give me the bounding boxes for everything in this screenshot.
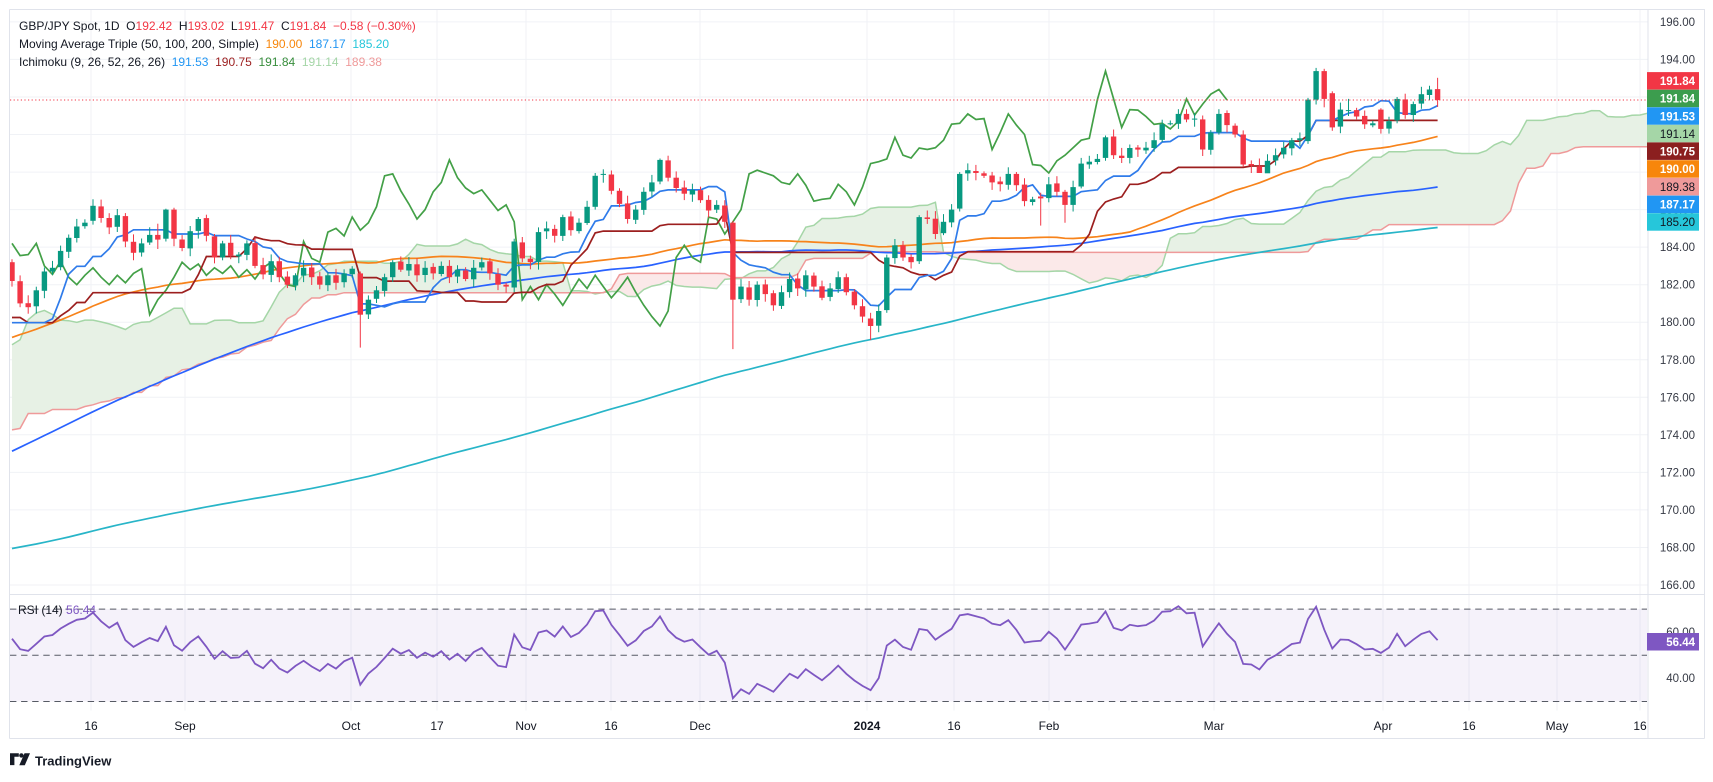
svg-text:187.17: 187.17 [1660,200,1695,212]
svg-text:Sep: Sep [174,719,196,733]
svg-text:190.75: 190.75 [1660,146,1696,158]
svg-text:191.53: 191.53 [1660,111,1695,123]
svg-text:Apr: Apr [1374,719,1393,733]
svg-text:Ichimoku (9, 26, 52, 26, 26): Ichimoku (9, 26, 52, 26, 26) 191.53 190.… [19,55,382,69]
svg-text:196.00: 196.00 [1660,17,1695,29]
svg-text:194.00: 194.00 [1660,54,1695,66]
svg-text:TradingView: TradingView [35,754,112,769]
svg-text:56.44: 56.44 [1666,637,1695,649]
svg-text:RSI (14) 56.44: RSI (14) 56.44 [18,603,96,617]
svg-text:178.00: 178.00 [1660,355,1695,367]
svg-text:Moving Average Triple (50, 100: Moving Average Triple (50, 100, 200, Sim… [19,37,389,51]
svg-text:191.84: 191.84 [1660,76,1696,88]
svg-text:190.00: 190.00 [1660,164,1695,176]
svg-text:16: 16 [84,719,98,733]
svg-text:2024: 2024 [854,719,881,733]
svg-text:Dec: Dec [689,719,710,733]
svg-text:40.00: 40.00 [1666,673,1695,685]
svg-text:185.20: 185.20 [1660,217,1695,229]
svg-text:174.00: 174.00 [1660,430,1695,442]
svg-text:Feb: Feb [1039,719,1060,733]
svg-text:184.00: 184.00 [1660,242,1695,254]
svg-text:189.38: 189.38 [1660,182,1695,194]
svg-text:176.00: 176.00 [1660,392,1695,404]
svg-text:16: 16 [947,719,961,733]
svg-text:180.00: 180.00 [1660,317,1695,329]
svg-text:Mar: Mar [1204,719,1225,733]
svg-text:16: 16 [1462,719,1476,733]
svg-text:168.00: 168.00 [1660,543,1695,555]
svg-text:Nov: Nov [515,719,536,733]
svg-text:170.00: 170.00 [1660,505,1695,517]
svg-text:16: 16 [604,719,618,733]
svg-text:191.84: 191.84 [1660,94,1696,106]
svg-text:172.00: 172.00 [1660,467,1695,479]
svg-text:May: May [1546,719,1569,733]
svg-text:GBP/JPY Spot, 1D O192.42 H19: GBP/JPY Spot, 1D O192.42 H193.02 L191.47… [19,19,416,33]
svg-text:182.00: 182.00 [1660,280,1695,292]
svg-text:17: 17 [430,719,444,733]
svg-text:16: 16 [1633,719,1647,733]
svg-text:Oct: Oct [342,719,361,733]
svg-text:191.14: 191.14 [1660,129,1696,141]
svg-text:166.00: 166.00 [1660,580,1695,592]
